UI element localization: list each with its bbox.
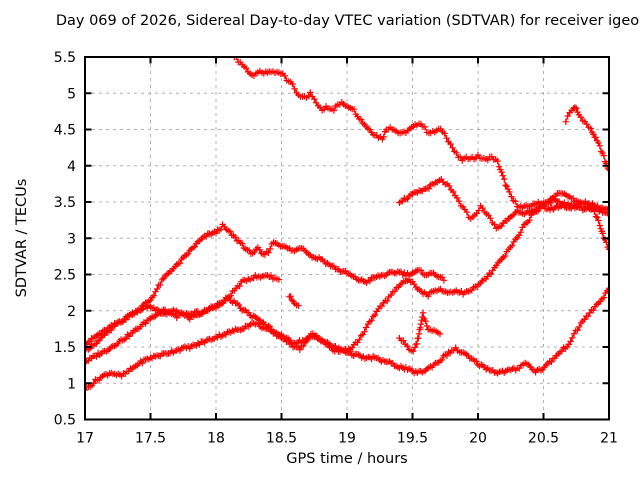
x-tick-label: 19.5	[397, 431, 428, 447]
y-tick-label: 0.5	[54, 413, 76, 429]
track-2-late-descender-line	[565, 106, 609, 170]
x-tick-label: 19	[338, 431, 356, 447]
x-tick-label: 21	[600, 431, 618, 447]
x-axis-label: GPS time / hours	[286, 451, 408, 467]
y-tick-label: 2.5	[54, 268, 76, 284]
chart-title: Day 069 of 2026, Sidereal Day-to-day VTE…	[55, 13, 640, 29]
y-tick-label: 1.5	[54, 340, 76, 356]
y-tick-label: 3.5	[54, 195, 76, 211]
tick-marks	[84, 56, 610, 421]
y-axis-label: SDTVAR / TECUs	[14, 178, 30, 298]
x-tick-label: 17.5	[135, 431, 166, 447]
y-tick-label: 4.5	[54, 123, 76, 139]
x-tick-label: 18	[207, 431, 225, 447]
y-tick-label: 1	[67, 376, 76, 392]
track-9-stub-segment-markers	[286, 293, 302, 309]
x-tick-label: 18.5	[266, 431, 297, 447]
x-tick-label: 20.5	[528, 431, 559, 447]
track-7-riser-markers	[85, 189, 609, 355]
track-2-late-descender-markers	[562, 104, 609, 173]
y-tick-label: 5	[67, 86, 76, 102]
track-5-bottom-long-markers	[85, 285, 609, 394]
x-tick-label: 17	[76, 431, 94, 447]
y-tick-label: 2	[67, 304, 76, 320]
y-tick-label: 5.5	[54, 50, 76, 66]
track-8-zigzag-segment-markers	[396, 309, 444, 355]
y-tick-label: 3	[67, 231, 76, 247]
y-tick-label: 4	[67, 159, 76, 175]
x-tick-label: 20	[469, 431, 487, 447]
